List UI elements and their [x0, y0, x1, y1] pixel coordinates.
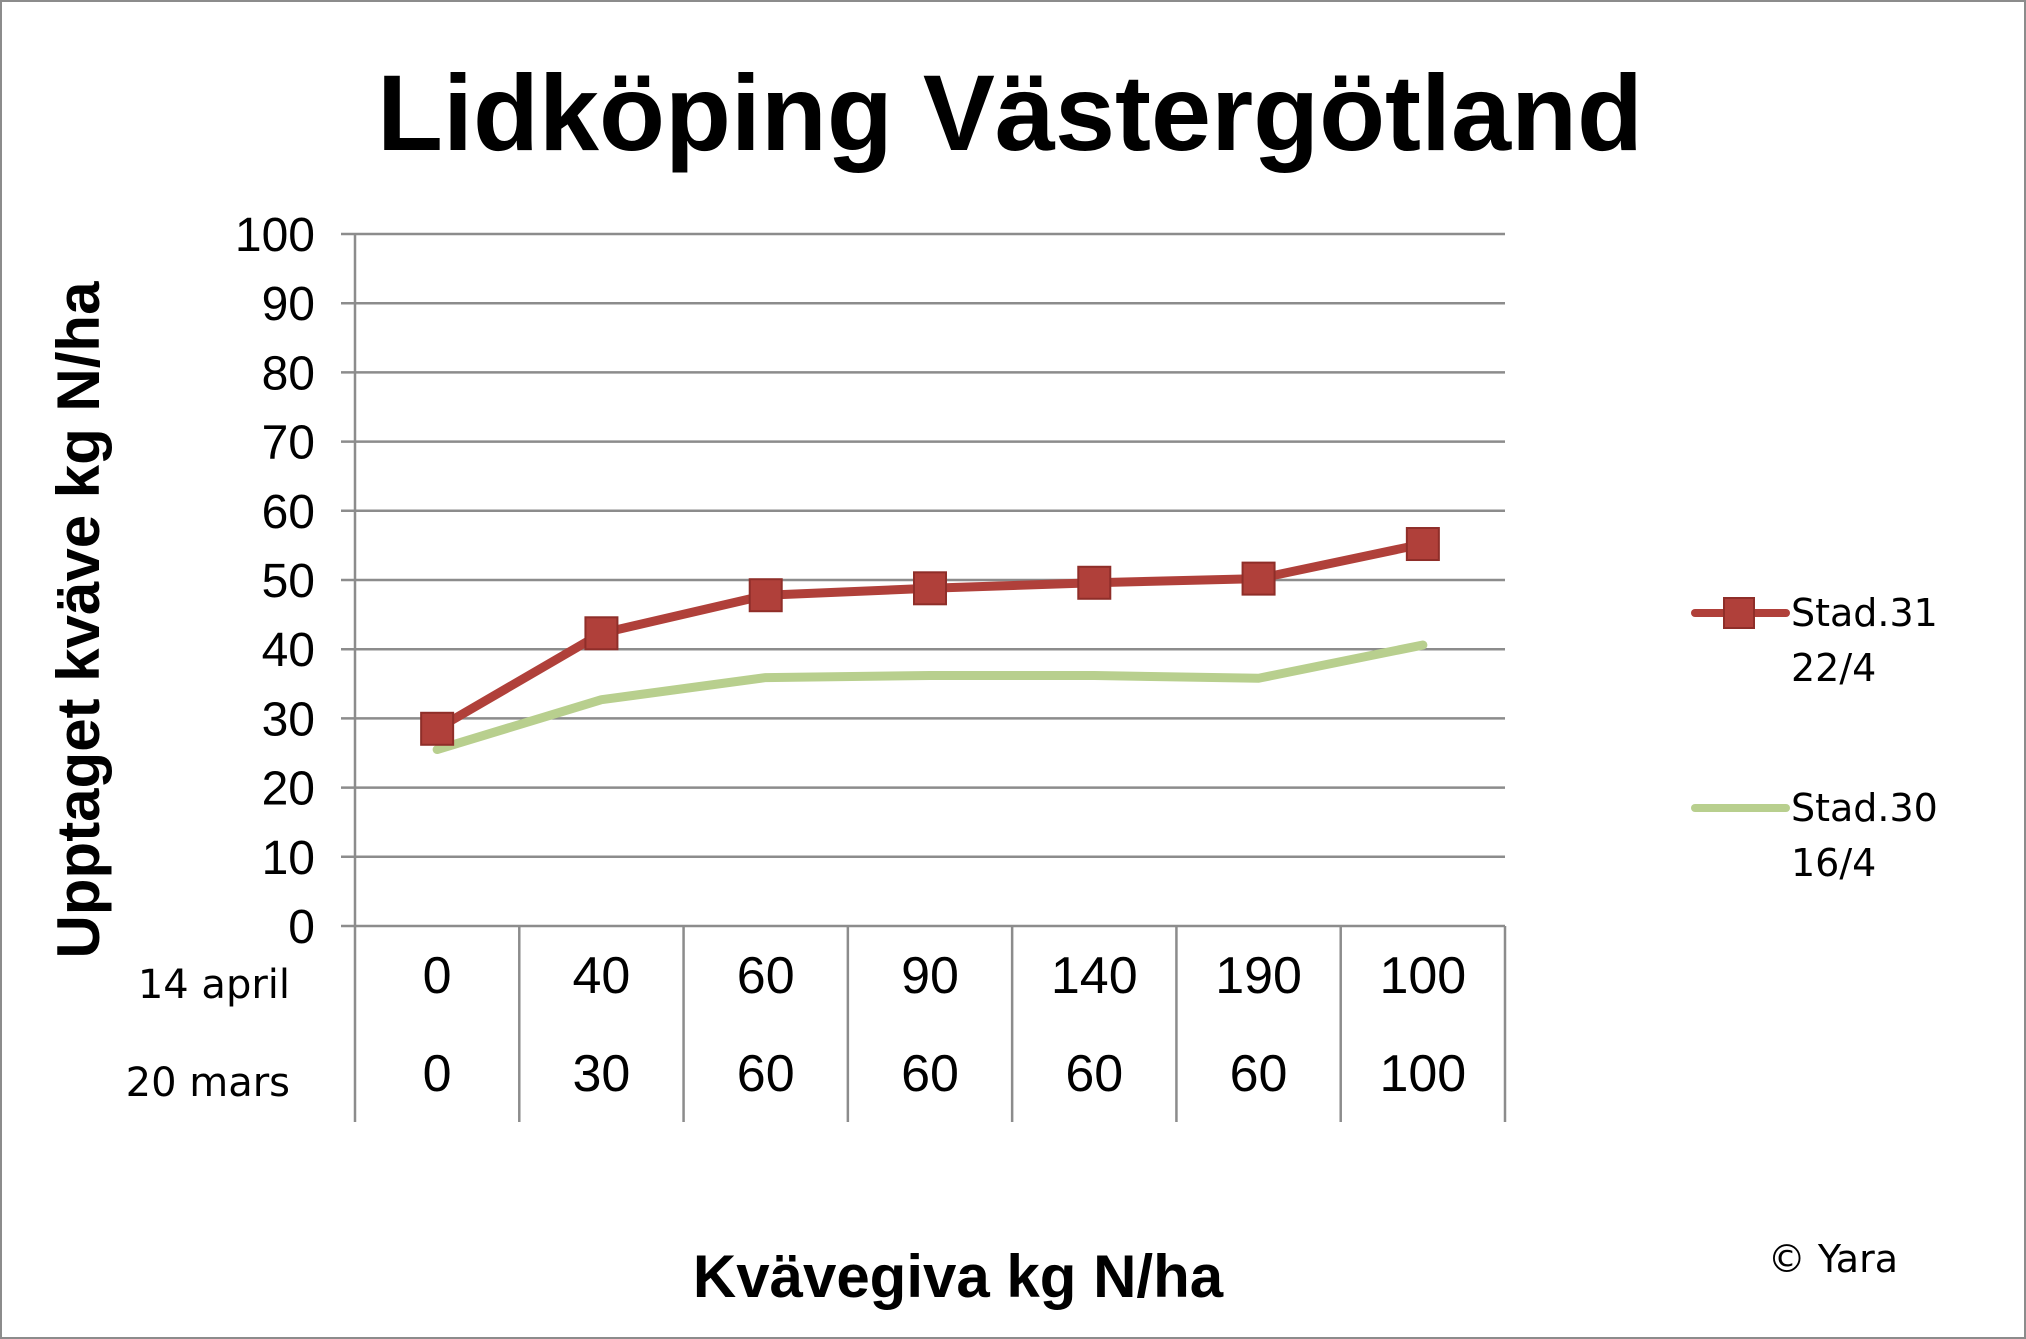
category-row-label: 20 mars: [126, 1060, 290, 1106]
gridlines: [341, 232, 1507, 1122]
data-point-marker: [1077, 565, 1112, 600]
y-axis-title: Upptaget kväve kg N/ha: [45, 281, 112, 959]
x-tick-label: 60: [1065, 1045, 1123, 1103]
x-tick-label: 60: [1230, 1045, 1288, 1103]
x-tick-label: 100: [1379, 1045, 1466, 1103]
x-tick-label: 30: [573, 1045, 631, 1103]
data-point-marker: [1405, 527, 1440, 562]
y-tick-label: 100: [235, 209, 315, 262]
legend-label: 22/4: [1791, 646, 1876, 690]
x-axis-title: Kvävegiva kg N/ha: [693, 1243, 1224, 1310]
x-tick-label: 60: [737, 947, 795, 1005]
data-point-marker: [1241, 561, 1276, 596]
series-lines: [420, 527, 1440, 755]
copyright-text: © Yara: [1768, 1237, 1898, 1281]
x-tick-label: 60: [737, 1045, 795, 1103]
x-tick-label: 40: [573, 947, 631, 1005]
category-row-label: 14 april: [138, 962, 290, 1008]
x-tick-label: 0: [423, 947, 452, 1005]
x-tick-label: 0: [423, 1045, 452, 1103]
y-tick-label: 30: [262, 693, 315, 746]
category-table: 14 april 0 40 60 90 140 190 100 20 mars 0 30 60 60 60…: [126, 947, 1467, 1106]
x-tick-label: 140: [1051, 947, 1138, 1005]
y-tick-label: 10: [262, 832, 315, 885]
legend-marker: [1723, 597, 1755, 629]
legend-label: 16/4: [1791, 841, 1876, 885]
data-point-marker: [913, 571, 947, 606]
x-tick-label: 190: [1215, 947, 1302, 1005]
x-tick-label: 60: [901, 1045, 959, 1103]
data-point-marker: [748, 578, 783, 613]
legend-label: Stad.30: [1791, 786, 1938, 830]
x-tick-label: 100: [1379, 947, 1466, 1005]
y-tick-label: 50: [262, 555, 315, 608]
y-tick-label: 80: [262, 347, 315, 400]
chart-title: Lidköping Västergötland: [377, 52, 1643, 173]
y-tick-label: 20: [262, 763, 315, 816]
y-tick-label: 0: [288, 901, 315, 954]
x-tick-label: 90: [901, 947, 959, 1005]
data-point-marker: [420, 711, 455, 746]
y-tick-label: 60: [262, 486, 315, 539]
legend-label: Stad.31: [1791, 591, 1938, 635]
y-tick-label: 40: [262, 624, 315, 677]
y-tick-label: 90: [262, 278, 315, 331]
data-point-marker: [584, 616, 619, 651]
y-axis-ticks: 0 10 20 30 40 50 60 70 80 90 100: [235, 209, 315, 954]
legend: Stad.31 22/4 Stad.30 16/4: [1691, 591, 1938, 885]
series-line: [432, 640, 1428, 755]
y-tick-label: 70: [262, 417, 315, 470]
